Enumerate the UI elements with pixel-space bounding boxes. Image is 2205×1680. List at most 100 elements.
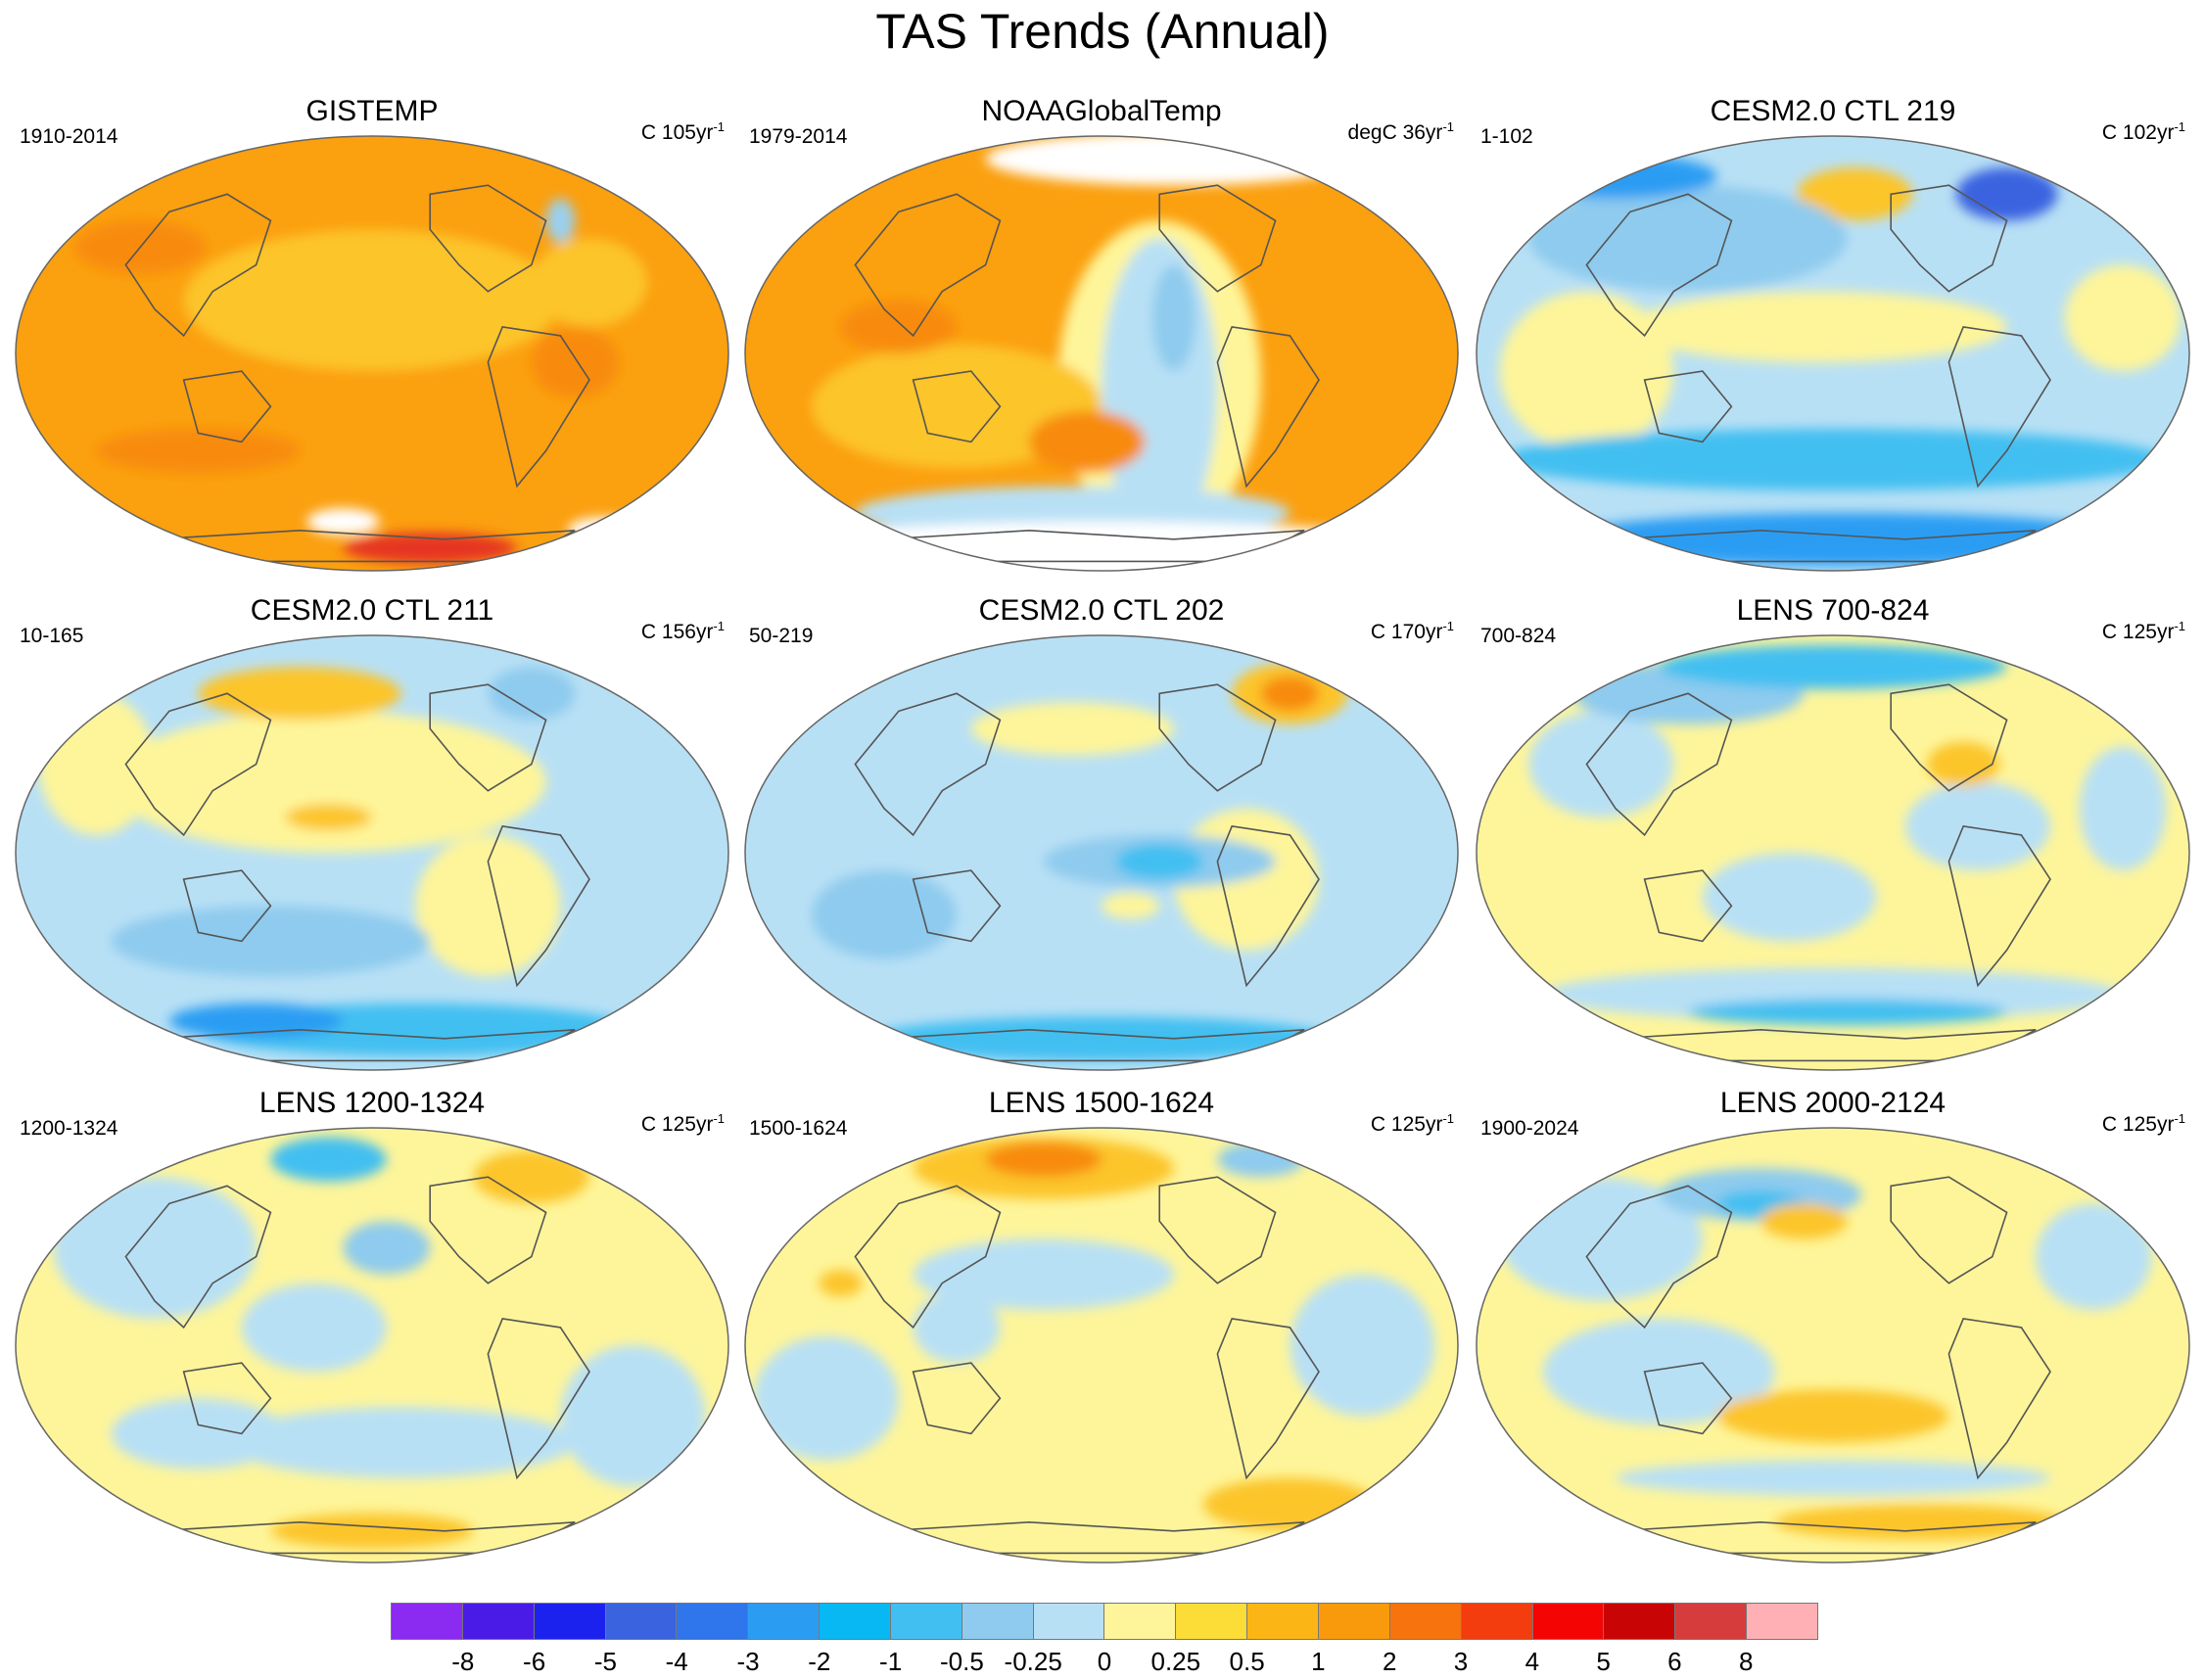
colorbar-tick-label: -6: [523, 1647, 546, 1676]
coastline: [124, 193, 272, 338]
panel-year-range: 1900-2024: [1480, 1117, 1579, 1140]
trend-region: [840, 300, 957, 353]
panel-unit-exponent: -1: [1442, 119, 1454, 134]
trend-region: [343, 533, 517, 564]
panel-title: GISTEMP: [305, 95, 439, 127]
map-panel: LENS 700-824 700-824 C 125yr-1: [1471, 592, 2195, 1077]
trend-region: [1702, 853, 1877, 942]
coastline: [1585, 692, 1733, 837]
colorbar-tick-label: -1: [879, 1647, 903, 1676]
colorbar-tick-label: 2: [1382, 1647, 1397, 1676]
trend-region: [270, 1137, 387, 1182]
panel-unit-exponent: -1: [2174, 119, 2185, 134]
coastline: [912, 370, 1002, 443]
trend-region: [913, 1238, 1174, 1310]
coastline: [1890, 1176, 2008, 1284]
trend-region: [1557, 512, 2137, 566]
colorbar-tick-label: -8: [451, 1647, 475, 1676]
panel-unit-exponent: -1: [1442, 1111, 1454, 1126]
trend-region: [1217, 1142, 1305, 1178]
panel-trend-length: 156yr: [661, 621, 714, 643]
panel-title: LENS 1500-1624: [988, 1087, 1215, 1119]
panel-unit-exponent: -1: [713, 119, 725, 134]
colorbar-cell: [1247, 1604, 1319, 1639]
map-outline: [15, 1127, 729, 1563]
trend-region: [913, 1291, 1001, 1364]
colorbar-cell: [605, 1604, 678, 1639]
trend-region: [1499, 428, 2167, 491]
panel-unit-exponent: -1: [713, 1111, 725, 1126]
colorbar-tick-label: -0.5: [939, 1647, 984, 1676]
coastline: [1947, 1318, 2051, 1480]
colorbar-cell: [1747, 1604, 1817, 1639]
trend-region: [745, 521, 1458, 571]
trend-region: [1629, 291, 2007, 363]
colorbar-tick-label: 0: [1097, 1647, 1112, 1676]
trend-region: [415, 834, 561, 977]
trend-region: [812, 870, 957, 959]
trend-region: [111, 906, 431, 977]
map-outline: [1476, 135, 2190, 572]
panel-year-range: 1979-2014: [749, 125, 848, 148]
panel-year-range: 700-824: [1480, 625, 1557, 647]
coastline: [912, 1362, 1002, 1435]
coastline: [182, 370, 272, 443]
coastline: [487, 825, 590, 988]
map-panel: LENS 1200-1324 1200-1324 C 125yr-1: [10, 1085, 734, 1569]
trend-region: [1774, 1504, 2065, 1540]
trend-region: [53, 1177, 257, 1319]
coastline: [1947, 326, 2051, 489]
panel-year-range: 1500-1624: [749, 1117, 848, 1140]
trend-region: [1499, 291, 1674, 451]
colorbar-labels: -8 -6 -5 -4 -3 -2 -1 -0.5 -0.25 0 0.25 0.5 1 2 3 4 5 6 8: [392, 1647, 1817, 1680]
trend-region: [1927, 742, 2000, 787]
colorbar-tick-label: 1: [1311, 1647, 1326, 1676]
world-map: [1476, 1127, 2190, 1563]
colorbar-cell: [1461, 1604, 1533, 1639]
coastline: [182, 869, 272, 943]
coastline: [1585, 193, 1733, 338]
panel-title: CESM2.0 CTL 211: [250, 594, 494, 627]
coastline: [1216, 1318, 1320, 1480]
panel-title: LENS 1200-1324: [258, 1087, 486, 1119]
world-map: [15, 1127, 729, 1563]
trend-region: [753, 1335, 899, 1461]
panel-units: C 125yr-1: [2102, 1112, 2185, 1138]
panel-year-range: 1910-2014: [20, 125, 118, 148]
coastline: [1216, 326, 1320, 489]
colorbar-tick-label: -0.25: [1004, 1647, 1062, 1676]
colorbar-cell: [962, 1604, 1034, 1639]
trend-region: [2064, 264, 2182, 372]
panel-unit: C: [640, 621, 657, 643]
panel-unit: degC: [1347, 121, 1397, 144]
panel-units: C 125yr-1: [641, 1112, 725, 1138]
coastline: [124, 692, 272, 837]
panel-units: C 156yr-1: [641, 620, 725, 645]
trend-region: [1528, 185, 1848, 292]
trend-region: [1290, 1274, 1435, 1417]
colorbar-cell: [1318, 1604, 1390, 1639]
trend-region: [1716, 1389, 1949, 1443]
world-map: [744, 135, 1459, 572]
world-map: [1476, 135, 2190, 572]
colorbar-cell: [1604, 1604, 1676, 1639]
figure-title: TAS Trends (Annual): [875, 4, 1330, 59]
panel-unit: C: [2101, 121, 2118, 144]
map-outline: [744, 634, 1459, 1071]
panel-title: CESM2.0 CTL 219: [1710, 95, 1956, 127]
trend-region: [270, 1513, 474, 1549]
trend-region: [985, 1142, 1102, 1178]
colorbar-cell: [1675, 1604, 1748, 1639]
trend-region: [227, 1407, 576, 1478]
colorbar-tick-label: 4: [1525, 1647, 1540, 1676]
coastline: [854, 692, 1002, 837]
map-panel: LENS 2000-2124 1900-2024 C 125yr-1: [1471, 1085, 2195, 1569]
colorbar-cell: [748, 1604, 821, 1639]
trend-region: [306, 508, 380, 536]
coastline: [182, 1362, 272, 1435]
trend-region: [96, 428, 301, 474]
world-map: [744, 634, 1459, 1071]
trend-region: [168, 1003, 344, 1039]
map-panel: LENS 1500-1624 1500-1624 C 125yr-1: [739, 1085, 1464, 1569]
map-outline: [744, 1127, 1459, 1563]
